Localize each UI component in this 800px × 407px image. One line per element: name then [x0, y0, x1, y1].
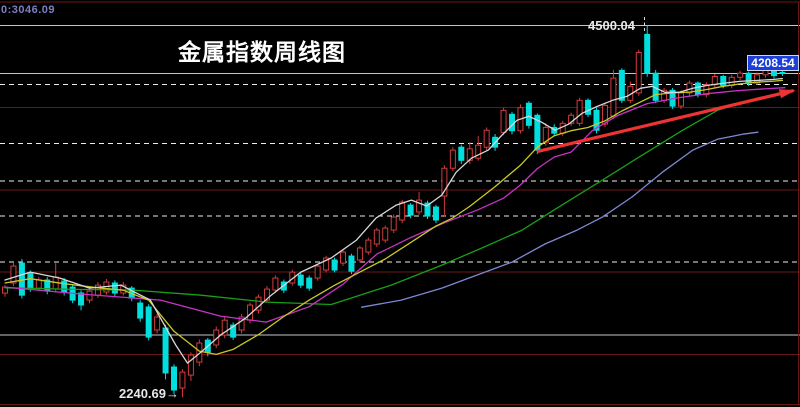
high-marker-tick — [644, 17, 645, 31]
low-price-label: 2240.69→ — [119, 386, 179, 401]
right-arrow-icon: → — [166, 386, 179, 401]
last-price-tag: 4208.54 — [747, 55, 799, 71]
high-price-label: 4500.04 — [588, 18, 635, 33]
open-price-indicator: 0:3046.09 — [1, 4, 56, 16]
page-title: 金属指数周线图 — [178, 39, 346, 65]
low-price-value: 2240.69 — [119, 386, 166, 401]
